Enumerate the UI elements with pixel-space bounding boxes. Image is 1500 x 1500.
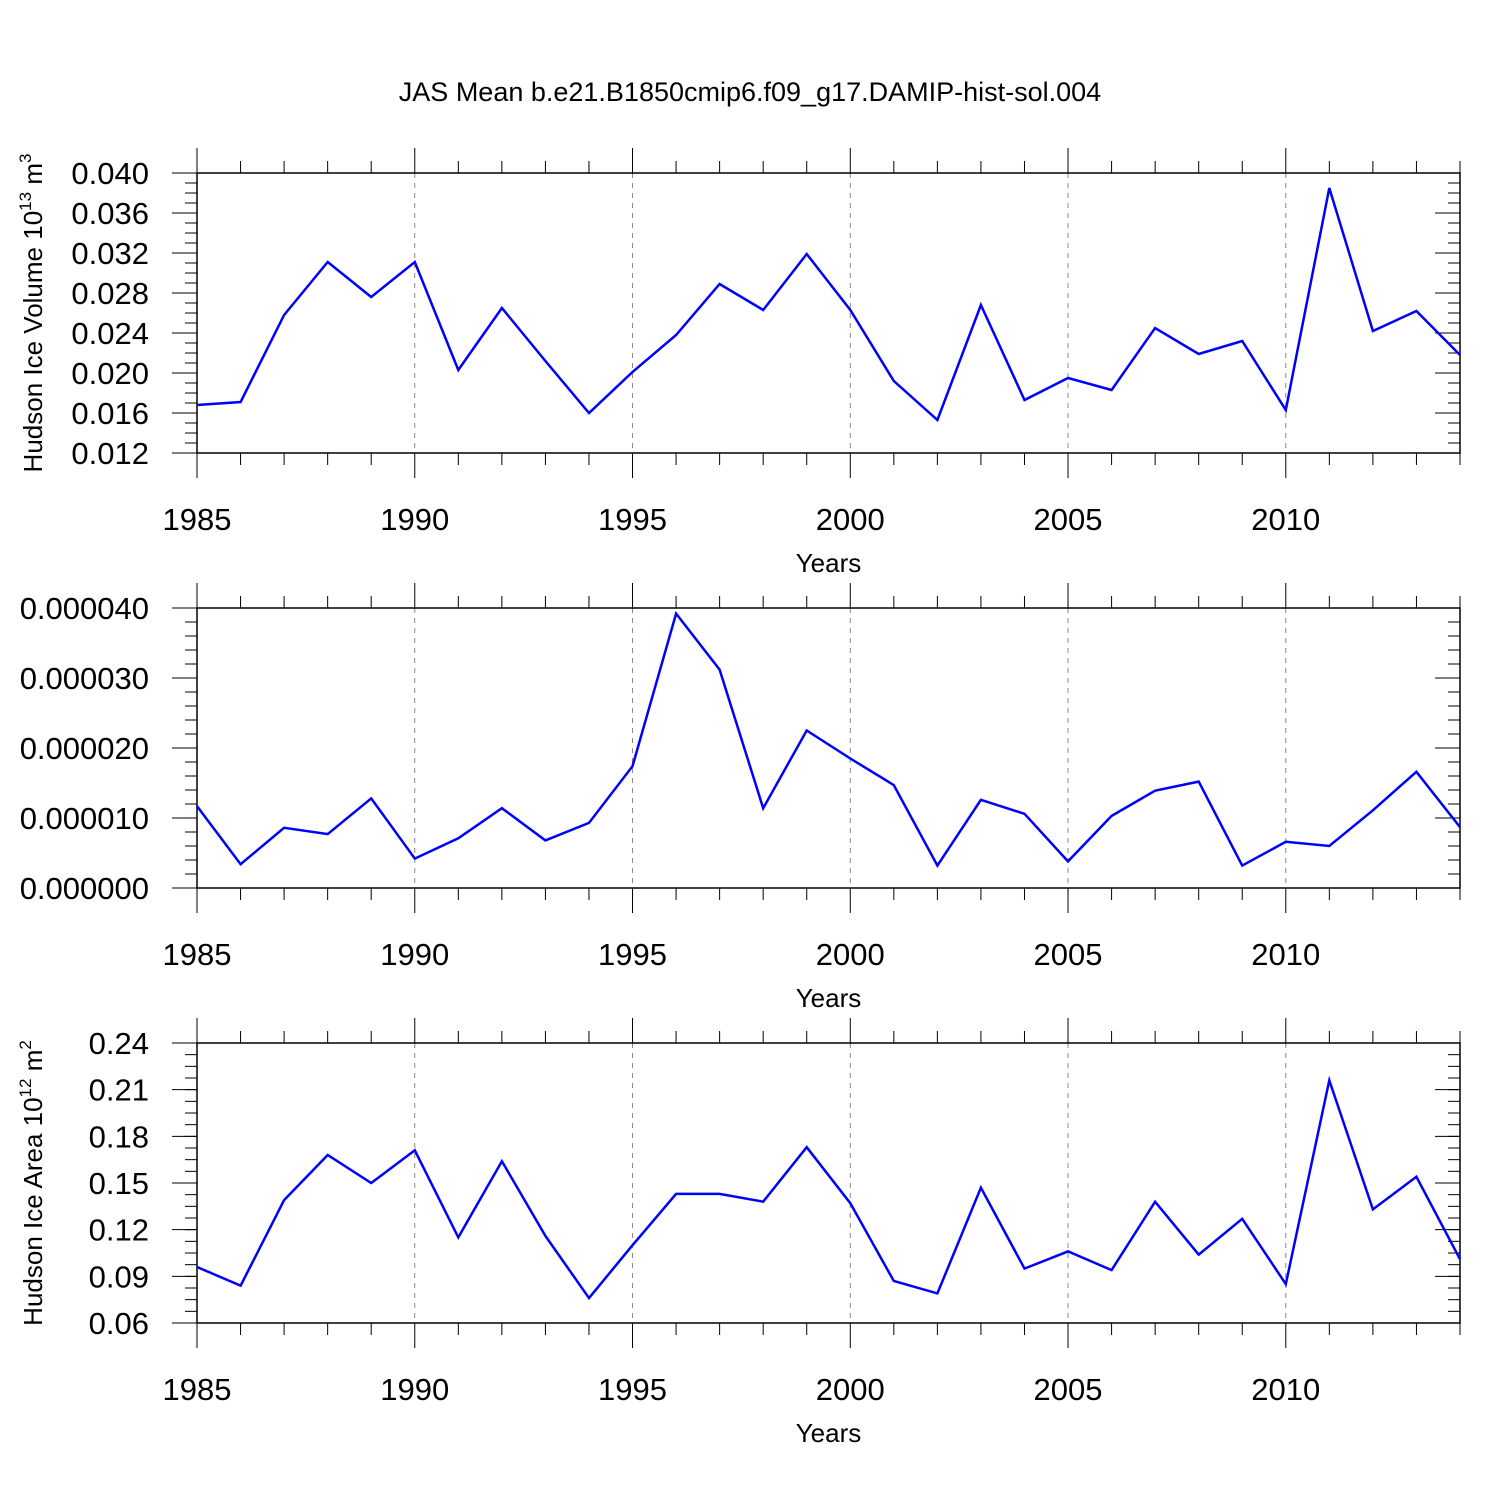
y-tick-label: 0.06 [89,1306,149,1341]
series-line [196,187,1461,423]
y-tick-label: 0.024 [71,316,149,351]
plot-frame [196,172,1461,454]
y-tick-label: 0.032 [71,236,149,271]
y-axis-label: Hudson Ice Area 1012 m2 [16,1040,48,1326]
x-tick-label: 2005 [1034,502,1103,537]
x-tick-label: 1985 [163,1372,232,1407]
x-axis-label: Years [796,1418,862,1448]
x-tick-label: 2010 [1251,937,1320,972]
x-tick-label: 2005 [1034,1372,1103,1407]
x-tick-label: 1995 [598,937,667,972]
x-tick-label: 1995 [598,502,667,537]
series-line [196,610,1461,869]
y-tick-label: 0.24 [89,1026,149,1061]
y-tick-label: 0.21 [89,1073,149,1108]
x-tick-label: 1990 [380,1372,449,1407]
series-line [196,1075,1462,1301]
plot-frame [196,607,1461,889]
x-tick-label: 1995 [598,1372,667,1407]
y-tick-label: 0.000030 [20,661,149,696]
y-axis-label: Hudson Ice Volume 1013 m3 [16,154,48,473]
y-tick-label: 0.000010 [20,801,149,836]
y-tick-label: 0.000040 [20,591,149,626]
y-tick-label: 0.016 [71,396,149,431]
x-tick-label: 2000 [816,937,885,972]
x-tick-label: 2000 [816,502,885,537]
x-tick-label: 2010 [1251,502,1320,537]
x-tick-label: 1990 [380,502,449,537]
y-tick-label: 0.18 [89,1119,149,1154]
x-axis-label: Years [796,983,862,1013]
figure-title: JAS Mean b.e21.B1850cmip6.f09_g17.DAMIP-… [399,77,1101,107]
x-tick-label: 2010 [1251,1372,1320,1407]
x-axis-label: Years [796,548,862,578]
y-tick-label: 0.09 [89,1259,149,1294]
x-tick-label: 1990 [380,937,449,972]
y-tick-label: 0.036 [71,196,149,231]
y-tick-label: 0.000000 [20,871,149,906]
y-tick-label: 0.012 [71,436,149,471]
panel-middle-series: 1985 1990 1995 2000 2005 2010 Years 0.000000 0.0… [20,583,1461,1013]
y-tick-label: 0.028 [71,276,149,311]
panel-ice-volume: 1985 1990 1995 2000 2005 2010 Years 0.012 0.016 0… [16,148,1461,578]
plot-frame [196,1042,1461,1324]
x-tick-label: 2000 [816,1372,885,1407]
x-tick-label: 1985 [163,502,232,537]
y-tick-label: 0.040 [71,156,149,191]
x-tick-label: 1985 [163,937,232,972]
x-tick-label: 2005 [1034,937,1103,972]
panel-ice-area: 1985 1990 1995 2000 2005 2010 Years 0.06 0.09 0.1… [16,1018,1462,1448]
y-tick-label: 0.000020 [20,731,149,766]
y-tick-label: 0.020 [71,356,149,391]
y-tick-label: 0.12 [89,1213,149,1248]
y-tick-label: 0.15 [89,1166,149,1201]
